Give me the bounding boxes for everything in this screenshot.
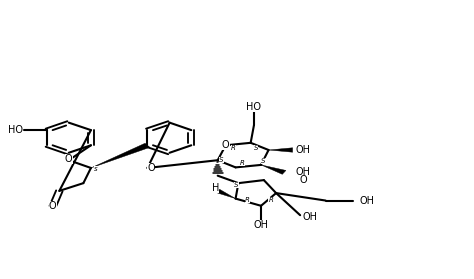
Text: HO: HO [8, 125, 23, 135]
Text: R: R [245, 197, 250, 203]
Text: OH: OH [295, 145, 310, 155]
Text: H: H [212, 183, 219, 193]
Text: S: S [234, 182, 239, 188]
Text: R: R [231, 145, 236, 151]
Text: R: R [240, 160, 245, 166]
Text: O: O [49, 201, 56, 211]
Text: R: R [268, 197, 273, 203]
Text: S: S [219, 157, 224, 163]
Polygon shape [261, 165, 286, 174]
Text: OH: OH [303, 212, 318, 222]
Text: O: O [147, 163, 155, 173]
Text: OH: OH [295, 167, 310, 177]
Text: OH: OH [254, 220, 269, 230]
Polygon shape [216, 189, 236, 199]
Text: S: S [254, 145, 258, 150]
Text: S: S [261, 158, 265, 164]
Text: O: O [65, 154, 73, 164]
Text: O: O [299, 175, 307, 185]
Polygon shape [269, 148, 292, 152]
Text: HO: HO [246, 102, 262, 112]
Polygon shape [91, 143, 150, 168]
Text: s: s [94, 166, 98, 172]
Text: OH: OH [359, 196, 374, 206]
Text: O: O [222, 140, 229, 150]
